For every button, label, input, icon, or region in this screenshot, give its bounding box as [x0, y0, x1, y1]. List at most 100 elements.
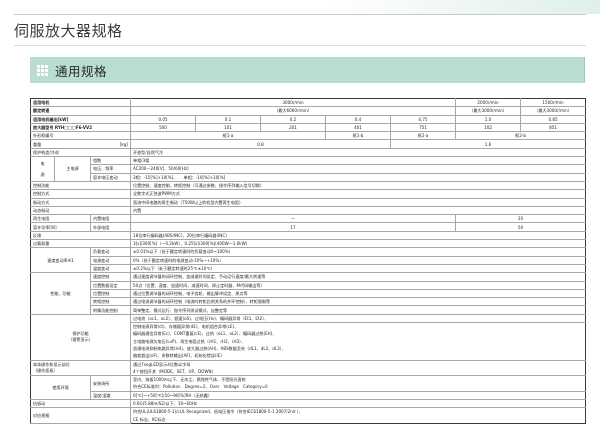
table-row-dynamic-brake: 动态制动 内置 [30, 205, 587, 216]
table-row-env-temp: 温度/湿度 0[℃]~+50[℃]/10~90[%]RH（无结露） [31, 390, 587, 401]
table-row-control-function: 控制功能 位置控制、速度控制、转矩控制（可通过参数、指令序列输入信号切换） [30, 180, 587, 191]
value-internal-resistor-left: — [129, 214, 457, 224]
model-1: 101 [195, 122, 261, 133]
value-vibration: 0.6G(5.88m/S2)以下、10~60Hz [129, 398, 587, 409]
value-feedback: 18位串行编码器(ABS/INC)、20位串行编码器(INC) [129, 230, 587, 241]
table-row-vibration: 抗振动 0.6G(5.88m/S2)以下、10~60Hz [30, 398, 587, 409]
model-3: 401 [325, 122, 391, 133]
table-row-protection-structure: 保护构造/冷却 开放型/自然气冷 [30, 147, 587, 158]
label-protection-function: 保护功能 （报警显示） [30, 313, 131, 361]
table-row-speed-var-load: 速度变动率※1 负载变动 ±0.01%以下（处于额定转速时的负载变动0~100%… [30, 247, 587, 274]
label-regen-resistor: 再生电阻 [30, 214, 91, 224]
output-2: 0.2 [260, 114, 326, 124]
table-row-weight: 重量 [kg] 0.8 1.6 [30, 139, 587, 149]
label-performance-group: 性能、功能 [30, 272, 91, 315]
table-row-power-phase: 电源 主电源 相数 单相/3相 [30, 156, 587, 182]
grid-dots-icon [37, 64, 49, 76]
output-5: 1.0 [455, 114, 522, 124]
label-protection-structure: 保护构造/冷却 [30, 147, 131, 158]
table-row-rated-speed: 额定转速 （最大6000r/min） （最大3000r/min） （最大3000… [30, 106, 587, 116]
protection-line-3: 编码器通信异常(Ec)、CONT重复(cE)、过热（oL1、oL2）、编码器过热… [129, 330, 587, 338]
table-row-control-method: 控制方式 全数字式正弦波PWM方式 [30, 189, 587, 199]
label-control-function: 控制功能 [30, 180, 131, 191]
value-power-variation: 0%（处于额定转速时的电源变动-10%~+10%） [129, 255, 587, 265]
speed-group-1500: 1500r/min [520, 97, 587, 108]
standards-line-2: CE 标志、KC标志 [129, 415, 587, 424]
table-row-frame-number: 外形框编号 框1-a 框1-b 框2-a 框2-b [30, 131, 587, 141]
label-braking-method: 制动方式 [30, 197, 131, 207]
section-header: 通用规格 [30, 57, 585, 83]
standards-line-1: 符合UL(UL61800-5-1)/cUL Recognized、低电压指令（符… [129, 407, 587, 416]
protection-line-5: 浪涌电流抑制电路异常(H4)、放大器过热(AH)、ABS数据丢失（dL1、dL2… [129, 344, 587, 353]
model-2: 201 [260, 122, 326, 133]
general-spec-table: 适用电机 3000r/min 2000r/min 1500r/min 额定转速 … [30, 97, 587, 424]
value-external-resistor-right: 50 [455, 222, 587, 232]
protection-label-line2: （报警显示） [68, 337, 93, 343]
value-internal-resistor-right: 20 [455, 214, 587, 224]
label-operation-panel: 本体操作和显示部位 （操作面板） [30, 359, 131, 377]
protection-label-line1: 保护功能 [72, 331, 89, 337]
label-allowable-power: 容许功率[W] [30, 222, 91, 232]
label-control-method: 控制方式 [30, 189, 131, 199]
table-row-speed-var-temp: 温度变动 ±0.2%以下（处于额定转速时25℃±10℃） [31, 263, 587, 274]
output-3: 0.4 [325, 114, 391, 124]
label-motor-output: 适用电机输出[kW] [30, 114, 131, 124]
value-speed-control: 通过速度调节器的闭环控制、加减速时间设定、手动运行速度/最大转速等 [129, 272, 587, 282]
speed-group-3000: 3000r/min [129, 97, 457, 108]
label-power-variation: 电源变动 [90, 255, 131, 265]
env-install-line-1: 室内、海拔1000ｍ以下、无灰尘、腐蚀性气体、不受阳光直射 [129, 375, 587, 384]
frame-2a: 框2-a [389, 131, 457, 141]
table-row-standards-2: CE 标志、KC标志 [31, 415, 587, 424]
label-environment-group: 使用环境 [30, 375, 91, 400]
table-row-perf-position-data: 位置数据设定 50点（位置、速度、加速时间、减速时间、停止定时器、M代码输出等） [31, 280, 587, 290]
table-row-motor-output: 适用电机输出[kW] 0.05 0.1 0.2 0.4 0.75 1.0 0.8… [30, 114, 587, 124]
table-row-protection-4: 主电路电源欠电压(LvP)、再生电阻过热（rH1、rH2、rH3）、 [31, 337, 587, 345]
label-install-location: 安装场所 [90, 375, 131, 392]
table-row-perf-aux: 附属功能控制 简单整定、模式运行、指令序列测试模式、自整定等 [31, 305, 587, 315]
label-dynamic-brake: 动态制动 [30, 205, 131, 216]
value-voltage-tolerance: 3相：-15[%]+10[%]、 单相：-10[%]+10[%] [129, 172, 587, 182]
section-heading: 通用规格 [55, 63, 108, 79]
top-divider [14, 14, 586, 15]
table-row-braking-method: 制动方式 直流中间电路的再生制动（750W以上的机型内置再生电阻） [30, 197, 587, 207]
value-external-resistor-left: 17 [129, 222, 457, 232]
value-dynamic-brake: 内置 [129, 205, 587, 216]
label-load-variation: 负载变动 [90, 247, 131, 257]
protection-line-2: 控制电源异常(ct)、存储器异常(dE)、电机组合异常(cE)、 [129, 322, 587, 331]
value-temp-variation: ±0.2%以下（处于额定转速时25℃±10℃） [129, 263, 587, 274]
weight-unit: [kg] [119, 141, 128, 147]
weight-text: 重量 [33, 141, 42, 147]
panel-line-1: 通过7segLED显示4位数半字母 [129, 359, 587, 368]
label-aux-function-control: 附属功能控制 [90, 305, 131, 315]
label-power-group: 电源 [30, 156, 55, 182]
output-4: 0.75 [389, 114, 457, 124]
value-position-data: 50点（位置、速度、加速时间、减速时间、停止定时器、M代码输出等） [129, 280, 587, 290]
table-row-power-tolerance: 容许电压变动 3相：-15[%]+10[%]、 单相：-10[%]+10[%] [31, 172, 587, 182]
weight-value-large: 1.6 [389, 139, 587, 149]
label-position-data: 位置数据设定 [90, 280, 131, 290]
value-aux-function-control: 简单整定、模式运行、指令序列测试模式、自整定等 [129, 305, 587, 315]
value-position-control: 通过位置调节器的闭环控制、电子齿轮、输出脉冲设定、原点等 [129, 288, 587, 299]
table-row-power-voltage: 电压、频率 AC200—240[V]、50/60[Hz] [31, 164, 587, 174]
label-amplifier-model: 放大器型号 RYH□□□F6-VV2 [30, 122, 131, 133]
table-row-protection-5: 浪涌电流抑制电路异常(H4)、放大器过热(AH)、ABS数据丢失（dL1、dL2… [31, 344, 587, 353]
label-feedback: 反馈 [30, 230, 131, 241]
table-row-standards-1: 对应规格 符合UL(UL61800-5-1)/cUL Recognized、低电… [30, 407, 587, 424]
frame-1a: 框1-a [130, 131, 326, 141]
top-gradient-strip [0, 0, 600, 14]
model-0: 500 [130, 122, 196, 133]
max-speed-2000: （最大3000r/min） [455, 106, 522, 116]
frame-1b: 框1-b [325, 131, 391, 141]
label-weight: 重量 [kg] [30, 139, 131, 149]
speed-group-2000: 2000r/min [455, 97, 522, 108]
table-row-speed-var-power: 电源变动 0%（处于额定转速时的电源变动-10%~+10%） [31, 255, 587, 265]
table-row-external-resistor: 容许功率[W] 外部电阻 17 50 [30, 222, 587, 232]
table-row-protection-1: 保护功能 （报警显示） 过电流（oc1、oc2）、超速(oS)、过电压(Hv)、… [30, 313, 587, 361]
table-row-overload: 过载耐量 3[s]/300[%]（—0.2kW）、0.25[s]/300[%](… [30, 239, 587, 249]
label-external-resistor: 外部电阻 [90, 222, 131, 232]
label-voltage-tolerance: 容许电压变动 [90, 172, 131, 182]
env-install-line-2: 符合CE标准时：Pollution Degree=2、Over Voltage … [129, 383, 587, 392]
value-control-method: 全数字式正弦波PWM方式 [129, 189, 587, 199]
label-torque-control: 转矩控制 [90, 297, 131, 307]
